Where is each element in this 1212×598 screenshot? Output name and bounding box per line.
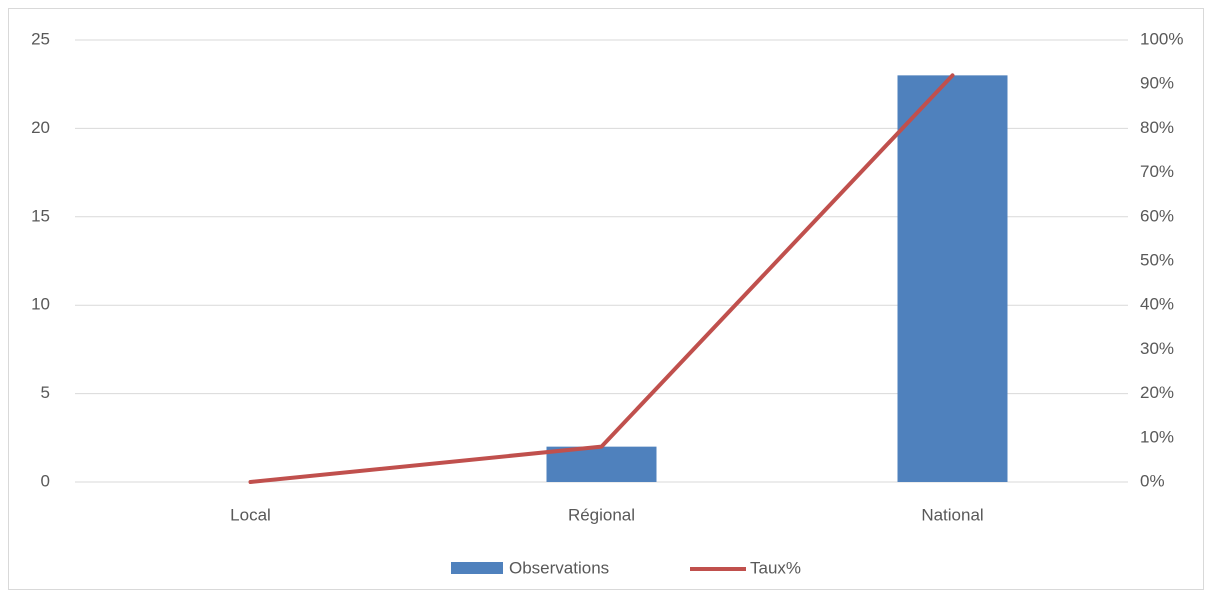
- y-tick-label: 0: [41, 471, 50, 490]
- y-tick-label: 15: [31, 206, 50, 225]
- chart-frame: [8, 8, 1204, 590]
- y-tick-label: 10: [31, 295, 50, 314]
- x-tick-label: Régional: [568, 505, 635, 524]
- y2-tick-label: 100%: [1140, 29, 1183, 48]
- y2-tick-label: 40%: [1140, 295, 1174, 314]
- line: [248, 73, 955, 484]
- y2-tick-label: 70%: [1140, 162, 1174, 181]
- y2-tick-label: 30%: [1140, 339, 1174, 358]
- y2-tick-label: 80%: [1140, 118, 1174, 137]
- y-tick-label: 20: [31, 118, 50, 137]
- x-tick-label: Local: [230, 505, 271, 524]
- y-tick-label: 5: [41, 383, 50, 402]
- legend-label: Taux%: [750, 558, 801, 577]
- y-tick-label: 25: [31, 29, 50, 48]
- bar: [546, 446, 657, 482]
- y2-tick-label: 90%: [1140, 74, 1174, 93]
- y2-tick-label: 0%: [1140, 471, 1165, 490]
- x-tick-label: National: [921, 505, 983, 524]
- legend-swatch: [451, 562, 503, 574]
- y2-tick-label: 20%: [1140, 383, 1174, 402]
- y2-tick-label: 10%: [1140, 427, 1174, 446]
- bar: [897, 75, 1008, 483]
- y2-tick-label: 60%: [1140, 206, 1174, 225]
- legend-label: Observations: [509, 558, 609, 577]
- y2-tick-label: 50%: [1140, 250, 1174, 269]
